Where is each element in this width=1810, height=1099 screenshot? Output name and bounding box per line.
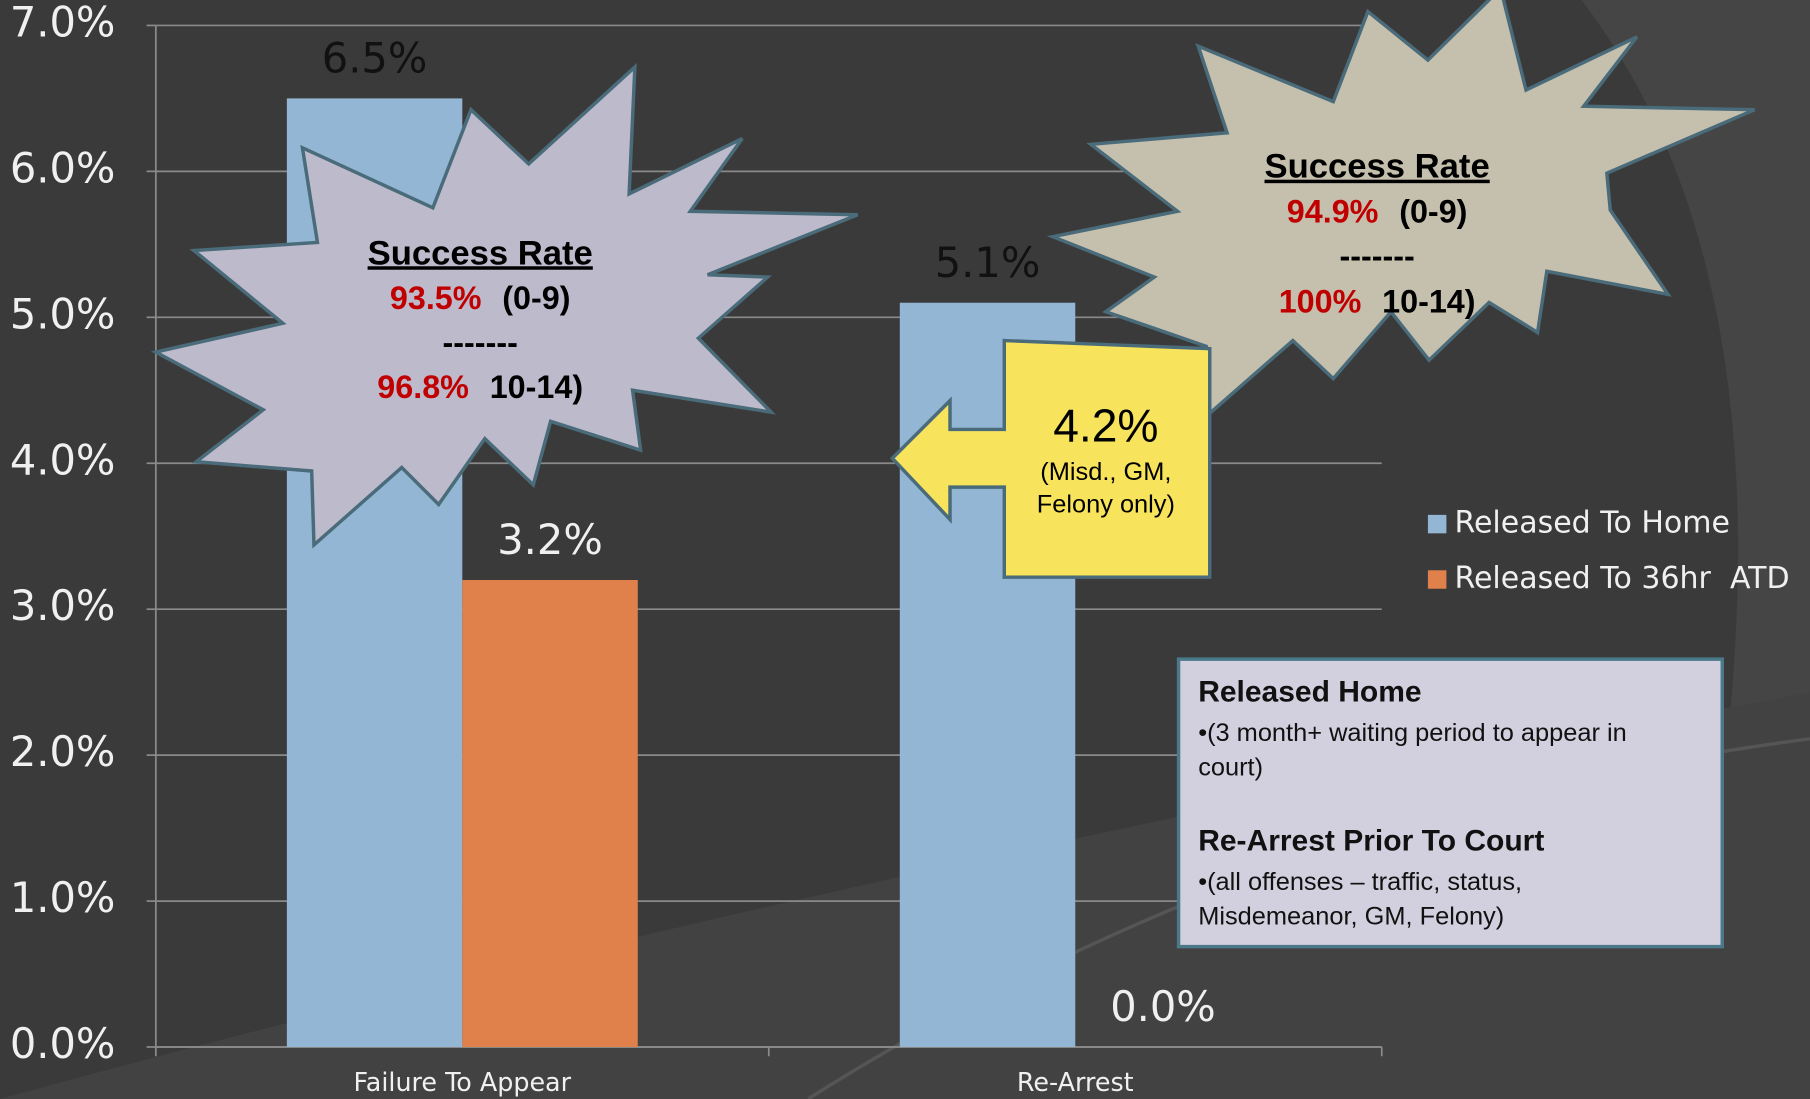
y-tick-label: 4.0%	[10, 435, 116, 484]
y-tick-label: 7.0%	[10, 0, 116, 46]
legend-swatch	[1427, 570, 1447, 589]
legend-label: Released To Home	[1454, 506, 1730, 541]
starburst-line: 96.8% 10-14)	[377, 369, 583, 405]
text-box-line: court)	[1198, 754, 1263, 782]
y-tick-label: 1.0%	[10, 873, 116, 922]
text-box-line: •(3 month+ waiting period to appear in	[1198, 719, 1627, 747]
range: 10-14)	[490, 369, 583, 405]
starburst-shape	[1046, 0, 1756, 417]
rate: 94.9%	[1287, 193, 1379, 229]
y-tick-label: 6.0%	[10, 143, 116, 192]
rate: 96.8%	[377, 369, 469, 405]
data-label: 6.5%	[322, 33, 428, 82]
y-tick-label: 5.0%	[10, 289, 116, 338]
text-box-line: •(all offenses – traffic, status,	[1198, 868, 1522, 896]
starburst-shape	[150, 62, 859, 549]
text-box-line: Misdemeanor, GM, Felony)	[1198, 902, 1504, 930]
starburst-title: Success Rate	[1265, 148, 1490, 186]
callout: 4.2% (Misd., GM, Felony only)	[889, 338, 1212, 579]
range: 10-14)	[1382, 283, 1475, 319]
starburst-left: Success Rate 93.5% (0-9) ------- 96.8% 10-…	[150, 62, 859, 549]
text-box-heading: Re-Arrest Prior To Court	[1198, 825, 1544, 858]
callout-note: (Misd., GM,	[1040, 458, 1171, 486]
range: (0-9)	[502, 280, 570, 316]
x-tick-label: Failure To Appear	[354, 1067, 572, 1097]
rate: 100%	[1279, 283, 1362, 319]
callout-value: 4.2%	[1053, 400, 1158, 452]
data-label: 0.0%	[1110, 982, 1216, 1031]
starburst-line: 100% 10-14)	[1279, 283, 1476, 319]
data-label: 5.1%	[935, 238, 1041, 287]
x-tick-label: Re-Arrest	[1017, 1067, 1134, 1097]
legend-swatch	[1427, 514, 1447, 534]
separator: -------	[443, 325, 518, 361]
legend: Released To Home Released To 36hr ATD	[1427, 506, 1790, 596]
bar	[462, 580, 638, 1048]
data-label: 3.2%	[497, 515, 603, 564]
starburst-title: Success Rate	[368, 234, 593, 272]
separator: -------	[1339, 238, 1414, 274]
y-tick-label: 3.0%	[10, 581, 116, 630]
legend-label: Released To 36hr ATD	[1454, 561, 1789, 596]
text-box-heading: Released Home	[1198, 676, 1421, 709]
callout-note: Felony only)	[1037, 490, 1175, 518]
y-tick-label: 2.0%	[10, 727, 116, 776]
range: (0-9)	[1399, 193, 1467, 229]
y-tick-label: 0.0%	[10, 1019, 116, 1068]
starburst-line: 93.5% (0-9)	[390, 280, 571, 316]
text-box: Released Home •(3 month+ waiting period …	[1176, 657, 1725, 949]
starburst-right: Success Rate 94.9% (0-9) ------- 100% 10-1…	[1046, 0, 1756, 417]
rate: 93.5%	[390, 280, 482, 316]
text-box-shape	[1176, 657, 1725, 949]
callout-shape	[889, 338, 1212, 579]
starburst-line: 94.9% (0-9)	[1287, 193, 1468, 229]
